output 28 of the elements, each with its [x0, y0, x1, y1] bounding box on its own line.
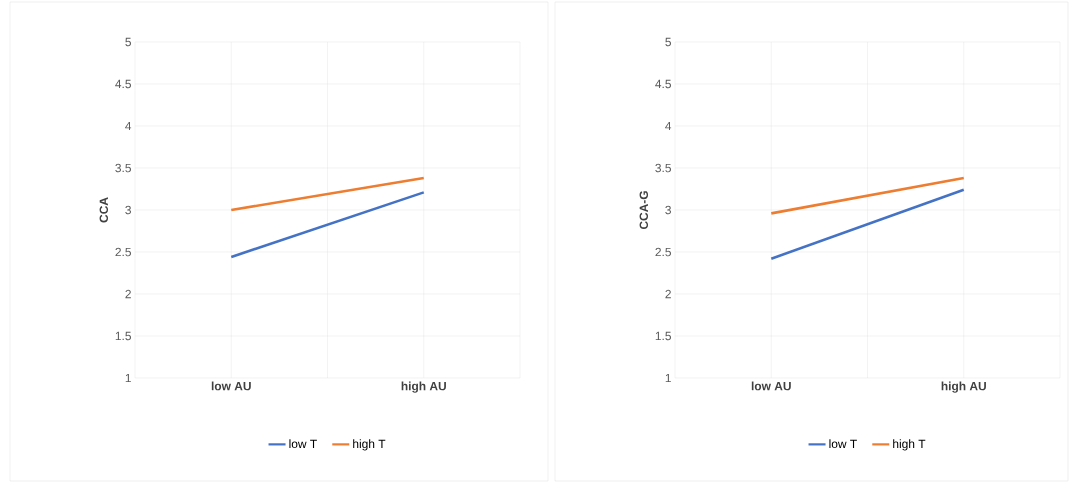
- y-tick-label: 5: [665, 37, 671, 47]
- legend-label: high T: [353, 439, 386, 451]
- y-tick-label: 1: [125, 373, 131, 383]
- y-tick-label: 1.5: [115, 331, 131, 341]
- y-tick-label: 2: [125, 289, 131, 299]
- x-tick-label: high AU: [941, 381, 986, 393]
- y-tick-label: 3.5: [655, 163, 671, 173]
- x-tick-label: low AU: [211, 381, 251, 391]
- y-tick-label: 2.5: [115, 247, 131, 257]
- y-axis-title: CCA: [99, 197, 109, 223]
- y-tick-label: 2.5: [655, 247, 671, 257]
- y-tick-label: 1.5: [655, 331, 671, 341]
- y-tick-label: 4.5: [115, 79, 131, 89]
- legend-label: low T: [289, 439, 317, 449]
- y-tick-label: 3.5: [115, 163, 131, 173]
- y-tick-label: 3: [125, 205, 131, 215]
- y-tick-label: 4.5: [655, 79, 671, 89]
- x-tick-label: low AU: [751, 381, 791, 391]
- y-tick-label: 4: [125, 121, 132, 131]
- y-tick-label: 3: [665, 205, 671, 215]
- legend-label: high T: [893, 439, 926, 451]
- y-tick-label: 1: [665, 373, 671, 383]
- legend-label: low T: [829, 439, 857, 449]
- y-tick-label: 5: [125, 37, 131, 47]
- x-tick-label: high AU: [401, 381, 446, 393]
- y-tick-label: 4: [665, 121, 672, 131]
- y-tick-label: 2: [665, 289, 671, 299]
- y-axis-title: CCA-G: [639, 191, 649, 230]
